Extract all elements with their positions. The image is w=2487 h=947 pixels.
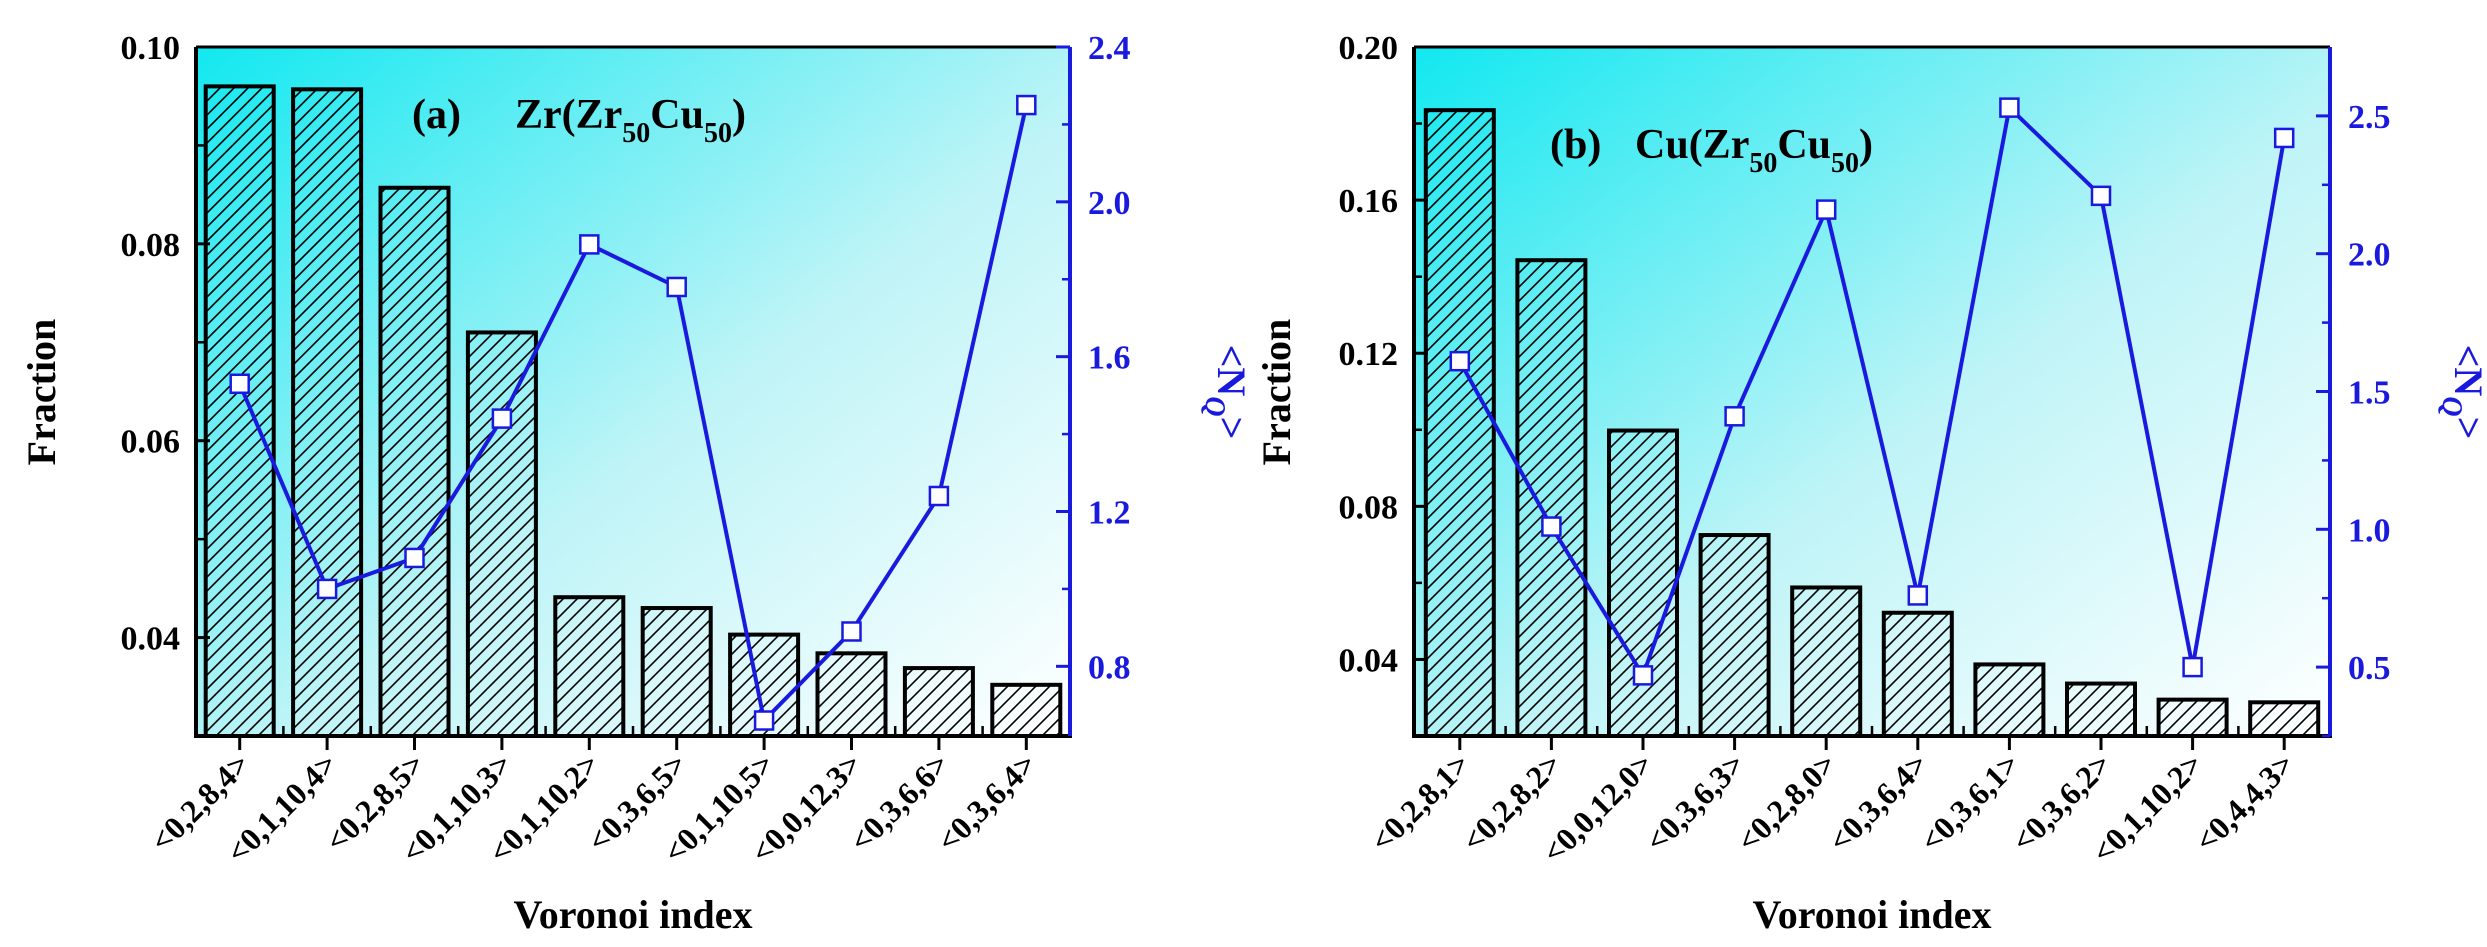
bar bbox=[1790, 585, 1863, 739]
nq-marker bbox=[928, 485, 950, 507]
bar bbox=[465, 330, 538, 738]
nq-marker bbox=[753, 710, 775, 731]
nq-marker bbox=[229, 373, 250, 395]
y-axis-title: Fraction bbox=[1254, 319, 1299, 466]
x-axis-title: Voronoi index bbox=[1753, 892, 1992, 937]
y2-tick-label: 1.6 bbox=[1088, 340, 1131, 377]
nq-marker bbox=[491, 408, 513, 429]
nq-marker bbox=[316, 578, 338, 600]
bar bbox=[990, 682, 1063, 738]
panels: 0.040.060.080.100.81.21.62.02.4<0,2,8,4>… bbox=[19, 30, 2487, 937]
y2-tick-label: 2.4 bbox=[1088, 30, 1131, 67]
nq-marker bbox=[2090, 185, 2112, 207]
bar bbox=[1881, 610, 1954, 738]
bar bbox=[378, 185, 451, 738]
bar bbox=[1607, 428, 1679, 738]
y2-tick-label: 1.0 bbox=[2348, 512, 2391, 549]
panel-title-end: ) bbox=[1859, 122, 1873, 168]
nq-marker bbox=[841, 621, 862, 642]
y2-tick-label: 1.2 bbox=[1088, 494, 1131, 531]
panel-title-mid: Cu bbox=[650, 92, 704, 138]
bar bbox=[553, 595, 626, 738]
y2-axis-title: <NQ> bbox=[1199, 345, 1254, 440]
x-tick-label: <0,2,8,0> bbox=[1730, 745, 1843, 858]
bar bbox=[1423, 108, 1496, 739]
y-tick-label: 0.20 bbox=[1339, 30, 1399, 67]
nq-marker bbox=[2182, 656, 2203, 678]
nq-marker bbox=[404, 547, 425, 569]
nq-marker bbox=[1541, 516, 1562, 537]
y-tick-label: 0.04 bbox=[1339, 642, 1399, 679]
panel-title-sub2: 50 bbox=[1831, 148, 1859, 179]
panel-a: 0.040.060.080.100.81.21.62.02.4<0,2,8,4>… bbox=[19, 30, 1254, 937]
panel-title-sub1: 50 bbox=[1749, 148, 1777, 179]
y2-axis-title-pre: <N bbox=[2446, 345, 2487, 397]
x-axis-title: Voronoi index bbox=[514, 892, 753, 937]
y2-tick-label: 0.8 bbox=[1088, 649, 1131, 686]
x-tick-label: <0,3,6,3> bbox=[1638, 745, 1751, 858]
panel-title-end: ) bbox=[732, 92, 746, 138]
nq-marker bbox=[1999, 97, 2020, 118]
panel-label: (a) bbox=[412, 92, 461, 138]
y-axis-title: Fraction bbox=[19, 319, 64, 466]
bar bbox=[640, 606, 713, 738]
x-tick-label: <0,4,4,3> bbox=[2188, 745, 2301, 858]
nq-line bbox=[237, 104, 1029, 725]
x-tick-label: <0,3,6,1> bbox=[1913, 745, 2026, 858]
y-tick-label: 0.10 bbox=[121, 30, 181, 67]
bar bbox=[815, 651, 888, 739]
y-tick-label: 0.16 bbox=[1339, 183, 1399, 220]
panel-b: 0.04 0.08 0.12 0.16 0.20 0.5 1.0 1.5 2.0 2.5 <0,2,… bbox=[1254, 30, 2487, 937]
panel-title: Cu(Zr50Cu50) bbox=[1635, 122, 1873, 179]
panel-title-main: Zr(Zr bbox=[515, 92, 622, 138]
nq-marker bbox=[579, 234, 600, 255]
nq-line bbox=[1458, 103, 2287, 680]
nq-marker bbox=[666, 276, 687, 298]
y-tick-label: 0.12 bbox=[1339, 336, 1399, 373]
bar bbox=[1973, 662, 2046, 738]
y-tick-label: 0.08 bbox=[121, 227, 181, 264]
bar bbox=[902, 666, 975, 738]
y-tick-label: 0.06 bbox=[121, 424, 181, 461]
y2-tick-label: 2.0 bbox=[1088, 185, 1131, 222]
y2-tick-label: 2.5 bbox=[2348, 99, 2391, 136]
panel-label: (b) bbox=[1550, 122, 1601, 168]
y2-axis-title-post: > bbox=[2446, 417, 2487, 440]
panel-title: Zr(Zr50Cu50) bbox=[515, 92, 746, 149]
bar bbox=[2156, 697, 2229, 738]
bar bbox=[203, 84, 276, 739]
nq-marker bbox=[1815, 199, 1837, 220]
bar bbox=[291, 87, 364, 739]
bar bbox=[2248, 700, 2321, 738]
panel-title-sub2: 50 bbox=[704, 118, 732, 149]
x-tick-label: <0,3,6,4> bbox=[1821, 745, 1934, 858]
y2-tick-label: 2.0 bbox=[2348, 237, 2391, 274]
y2-tick-label: 0.5 bbox=[2348, 650, 2391, 687]
nq-marker bbox=[1449, 350, 1471, 372]
nq-marker bbox=[1907, 585, 1929, 606]
y2-tick-label: 1.5 bbox=[2348, 375, 2391, 412]
nq-marker bbox=[1724, 406, 1745, 427]
y-tick-label: 0.04 bbox=[121, 621, 181, 658]
y2-axis-title-post: > bbox=[1209, 417, 1254, 440]
nq-marker bbox=[1632, 665, 1654, 686]
panel-title-main: Cu(Zr bbox=[1635, 122, 1749, 168]
y-tick-label: 0.08 bbox=[1339, 489, 1399, 526]
y2-axis-title-sub: Q bbox=[2436, 396, 2467, 416]
y2-axis-title-pre: <N bbox=[1209, 345, 1254, 397]
y2-axis-title-sub: Q bbox=[1199, 396, 1230, 416]
bar bbox=[1698, 533, 1771, 739]
panel-title-mid: Cu bbox=[1777, 122, 1831, 168]
bar bbox=[2065, 681, 2137, 739]
panel-title-sub1: 50 bbox=[622, 118, 650, 149]
bar bbox=[1515, 258, 1588, 738]
x-tick-label: <0,2,8,1> bbox=[1363, 745, 1476, 858]
nq-marker bbox=[1016, 94, 1037, 116]
y2-axis-title: <NQ> bbox=[2436, 345, 2487, 440]
nq-marker bbox=[2273, 127, 2295, 149]
